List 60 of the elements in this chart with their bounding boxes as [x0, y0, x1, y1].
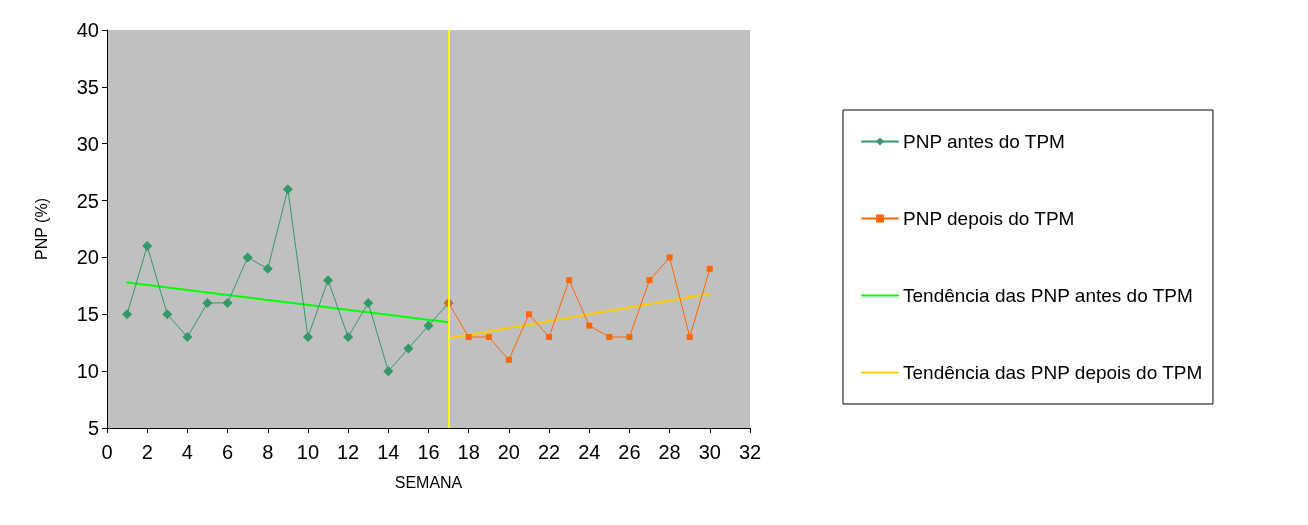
x-axis-title: SEMANA — [394, 473, 463, 491]
point — [142, 241, 153, 252]
point — [505, 356, 512, 363]
point — [403, 343, 414, 354]
x-tick-label: 32 — [738, 441, 762, 463]
point — [686, 334, 693, 341]
y-tick-label: 15 — [76, 303, 99, 326]
point — [606, 334, 613, 341]
point — [485, 334, 492, 341]
x-tick-label: 28 — [658, 441, 681, 463]
x-tick-label: 12 — [337, 441, 360, 463]
x-tick-label: 10 — [296, 441, 320, 463]
y-tick-label: 30 — [76, 132, 99, 155]
x-tick-label: 8 — [262, 441, 274, 463]
point — [566, 277, 573, 284]
x-tick-label: 24 — [578, 441, 601, 463]
x-tick-label: 2 — [141, 441, 153, 463]
y-tick-label: 20 — [76, 246, 99, 269]
x-tick-label: 18 — [457, 441, 480, 463]
x-tick-label: 16 — [417, 441, 440, 463]
point — [202, 297, 213, 308]
point — [323, 275, 334, 286]
y-tick-label: 5 — [87, 417, 99, 439]
point — [423, 320, 434, 331]
y-tick-label: 40 — [76, 19, 99, 41]
x-tick-label: 30 — [698, 441, 721, 463]
y-tick-label: 10 — [76, 360, 99, 383]
point — [546, 334, 553, 341]
x-tick-label: 26 — [618, 441, 641, 463]
y-axis-title: PNP (%) — [32, 198, 50, 260]
y-tick-label: 25 — [76, 189, 99, 212]
point — [586, 322, 593, 329]
point — [646, 277, 653, 284]
point — [222, 297, 233, 308]
point — [666, 254, 673, 261]
point — [242, 252, 253, 263]
point — [182, 332, 193, 343]
x-tick-label: 20 — [497, 441, 520, 463]
x-tick-label: 22 — [537, 441, 561, 463]
point — [383, 366, 394, 377]
point — [302, 332, 313, 343]
x-tick-label: 0 — [101, 441, 113, 463]
point — [363, 297, 374, 308]
point — [626, 334, 633, 341]
y-tick-label: 35 — [76, 75, 99, 98]
point — [122, 309, 133, 320]
point — [282, 184, 293, 195]
x-tick-label: 14 — [377, 441, 400, 463]
x-tick-label: 4 — [181, 441, 193, 463]
legend-label: Tendência das PNP antes do TPM — [903, 285, 1193, 306]
point — [343, 332, 354, 343]
point — [525, 311, 532, 318]
legend-label: Tendência das PNP depois do TPM — [903, 362, 1203, 383]
point — [465, 334, 472, 341]
legend-label: PNP antes do TPM — [903, 131, 1065, 152]
legend-label: PNP depois do TPM — [903, 208, 1075, 229]
point — [262, 263, 273, 274]
point — [162, 309, 173, 320]
x-tick-label: 6 — [222, 441, 234, 463]
point — [706, 265, 713, 272]
